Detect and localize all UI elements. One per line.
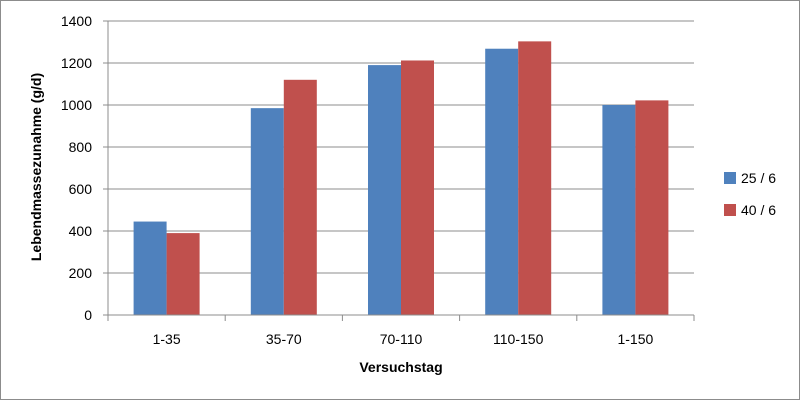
y-tick-label: 0 <box>84 307 92 323</box>
x-tick-label: 35-70 <box>266 331 302 347</box>
legend-label: 40 / 6 <box>741 202 776 218</box>
bar-25-6-1-150 <box>602 105 636 315</box>
legend-label: 25 / 6 <box>741 170 776 186</box>
y-tick-label: 1200 <box>61 55 92 71</box>
bar-40-6-35-70 <box>283 79 317 315</box>
y-tick-label: 600 <box>69 181 93 197</box>
bar-25-6-35-70 <box>250 108 284 316</box>
bar-40-6-70-110 <box>401 60 434 316</box>
legend-swatch <box>724 204 736 216</box>
y-tick-label: 1000 <box>61 97 92 113</box>
bar-25-6-70-110 <box>368 65 401 315</box>
y-tick-label: 1400 <box>61 13 92 29</box>
x-tick-labels: 1-35 35-70 70-110 110-150 1-150 <box>153 331 654 347</box>
y-tick-label: 400 <box>69 223 93 239</box>
y-tick-labels: 0 200 400 600 800 1000 1200 1400 <box>61 13 92 323</box>
bar-40-6-110-150 <box>518 41 552 316</box>
x-tick-label: 110-150 <box>493 331 544 347</box>
x-tick-label: 1-35 <box>153 331 181 347</box>
x-tick-label: 70-110 <box>380 331 423 347</box>
axes <box>103 20 695 321</box>
legend: 25 / 6 40 / 6 <box>724 170 776 218</box>
bars <box>133 41 669 316</box>
y-axis-title: Lebendmassezunahme (g/d) <box>28 73 44 261</box>
bar-40-6-1-35 <box>166 233 200 315</box>
y-tick-label: 800 <box>69 139 93 155</box>
bar-25-6-110-150 <box>485 48 519 315</box>
legend-swatch <box>724 172 736 184</box>
y-tick-label: 200 <box>69 265 93 281</box>
x-axis-title: Versuchstag <box>359 359 442 375</box>
x-tick-label: 1-150 <box>617 331 653 347</box>
bar-40-6-1-150 <box>635 100 669 315</box>
bar-25-6-1-35 <box>133 221 167 315</box>
